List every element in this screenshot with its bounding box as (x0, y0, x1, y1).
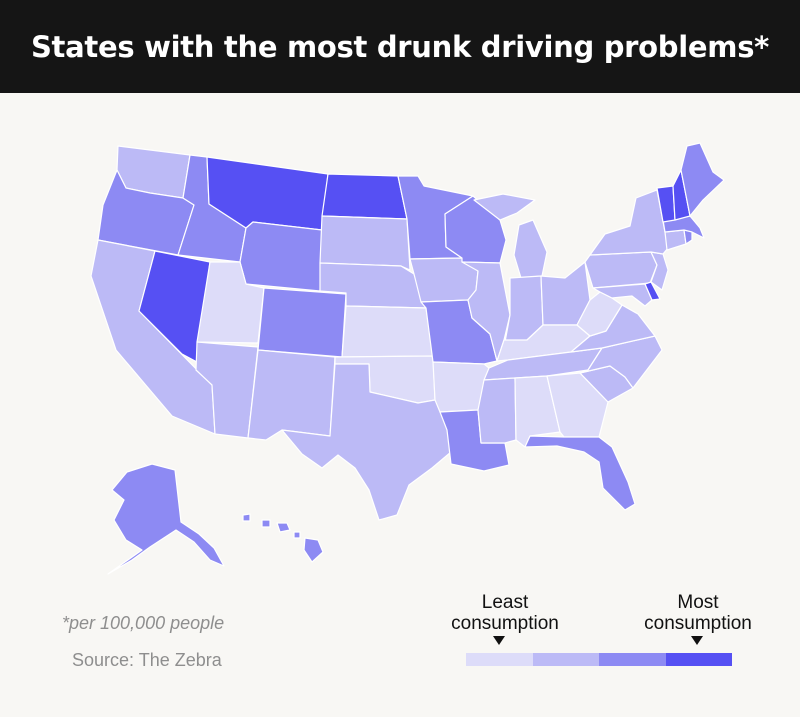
state-ny (589, 189, 669, 256)
state-nm (247, 349, 336, 441)
us-choropleth-map (90, 142, 725, 575)
legend-least-arrow (493, 636, 505, 645)
state-ma (662, 215, 705, 239)
legend-most-label: Most consumption (644, 592, 752, 634)
state-hi (242, 513, 324, 563)
legend-swatch-4 (665, 653, 732, 666)
state-nd (321, 173, 408, 220)
state-ct (664, 229, 687, 251)
legend-swatch-1 (466, 653, 533, 666)
state-fl (524, 435, 636, 511)
state-de (644, 281, 661, 301)
legend-swatch-3 (599, 653, 666, 666)
state-wy (239, 221, 323, 292)
legend-swatch-2 (532, 653, 599, 666)
state-sd (319, 215, 411, 271)
footnote: *per 100,000 people (62, 613, 225, 633)
state-ks (341, 305, 434, 358)
legend-least-label: Least consumption (451, 592, 559, 634)
state-ak (107, 463, 225, 575)
legend-color-scale (466, 653, 732, 666)
header-bar: States with the most drunk driving probl… (0, 0, 800, 93)
state-nv (138, 250, 211, 363)
legend-most-arrow (691, 636, 703, 645)
state-il (461, 261, 511, 362)
page-title: States with the most drunk driving probl… (30, 29, 770, 64)
state-tx (281, 363, 452, 521)
state-co (257, 287, 347, 358)
state-pa (584, 251, 658, 289)
state-wv (576, 291, 623, 337)
source-credit: Source: The Zebra (72, 650, 222, 670)
state-ms (477, 377, 517, 444)
state-me (680, 142, 725, 217)
